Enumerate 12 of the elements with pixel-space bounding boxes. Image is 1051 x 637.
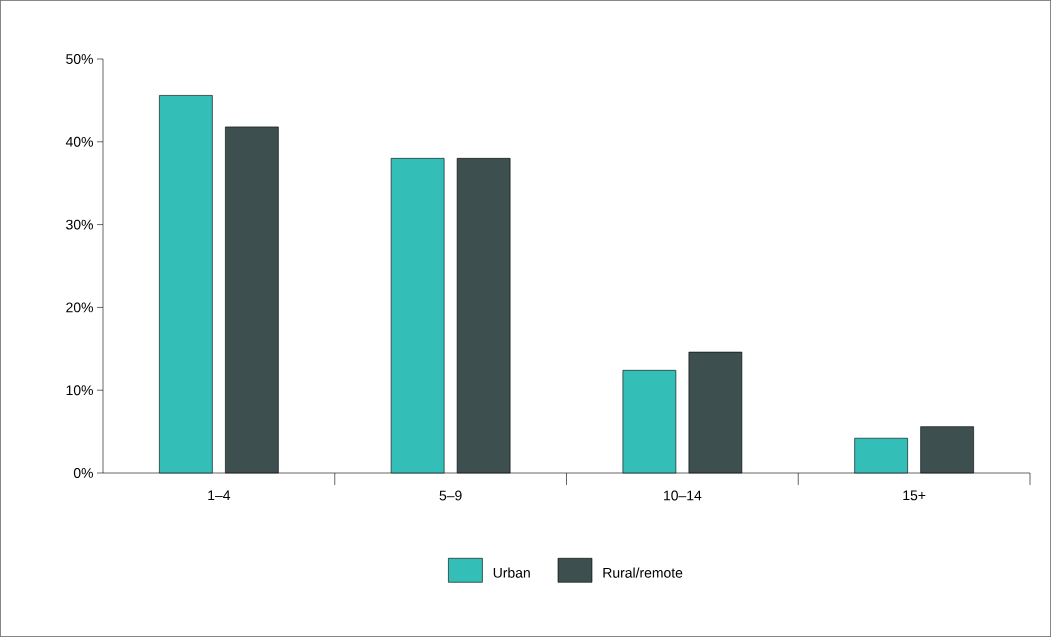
y-tick-label: 30% (66, 219, 93, 230)
x-tick-label: 1–4 (208, 490, 231, 501)
y-tick-label: 20% (66, 302, 93, 313)
y-tick-label: 0% (73, 468, 93, 478)
x-tick-label: 10–14 (664, 490, 702, 501)
legend-label: Urban (493, 567, 530, 578)
x-tick-label: 5–9 (439, 490, 462, 501)
x-tick-label: 15+ (903, 490, 926, 501)
legend-label: Rural/remote (603, 567, 683, 578)
y-tick-label: 40% (65, 136, 93, 147)
y-tick-label: 10% (66, 385, 93, 396)
y-tick-label: 50% (66, 54, 93, 64)
